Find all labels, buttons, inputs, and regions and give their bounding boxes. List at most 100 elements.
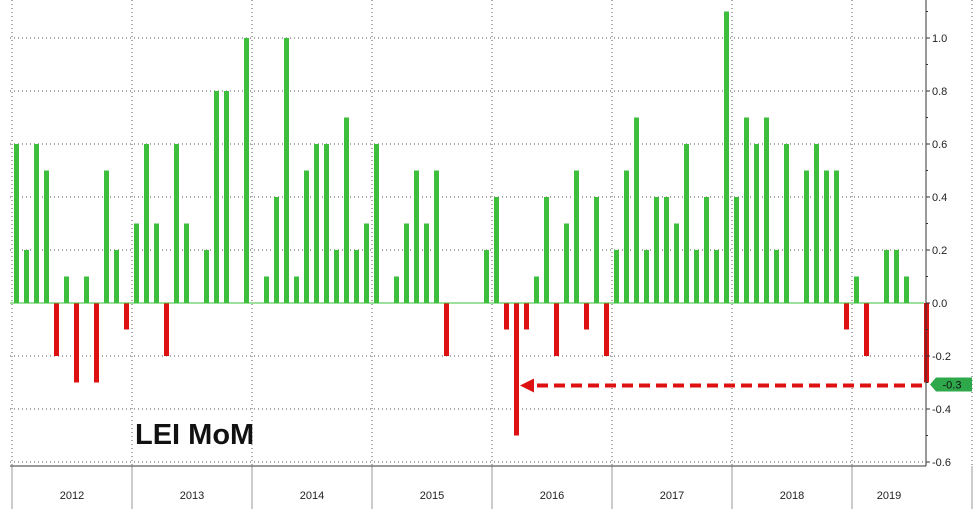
- bar: [494, 197, 499, 303]
- y-tick-label: 0.8: [932, 86, 947, 98]
- bar: [414, 170, 419, 303]
- bar-series: [14, 11, 929, 436]
- bar: [44, 170, 49, 303]
- x-tick-label: 2012: [60, 490, 84, 502]
- bar: [444, 303, 449, 356]
- bar: [144, 144, 149, 303]
- bar: [524, 303, 529, 330]
- bar: [714, 250, 719, 303]
- bar: [374, 144, 379, 303]
- bar: [854, 276, 859, 303]
- bar: [364, 223, 369, 303]
- bar: [274, 197, 279, 303]
- bar: [594, 197, 599, 303]
- annotation-layer: -0.3: [520, 377, 972, 393]
- bar: [544, 197, 549, 303]
- x-tick-label: 2017: [660, 490, 684, 502]
- bar: [834, 170, 839, 303]
- bar: [114, 250, 119, 303]
- bar: [804, 170, 809, 303]
- bar: [394, 276, 399, 303]
- bar: [264, 276, 269, 303]
- bar: [774, 250, 779, 303]
- bar: [104, 170, 109, 303]
- x-tick-label: 2018: [780, 490, 804, 502]
- x-tick-label: 2013: [180, 490, 204, 502]
- y-tick-label: 1.0: [932, 33, 947, 45]
- bar: [634, 117, 639, 303]
- bar: [904, 276, 909, 303]
- y-tick-label: 0.6: [932, 139, 947, 151]
- y-tick-label: -0.4: [932, 404, 951, 416]
- bar: [404, 223, 409, 303]
- bar: [14, 144, 19, 303]
- bar: [704, 197, 709, 303]
- annotation-arrowhead: [520, 378, 534, 393]
- bar: [244, 38, 249, 303]
- bar: [754, 144, 759, 303]
- bar: [564, 223, 569, 303]
- bar: [784, 144, 789, 303]
- bar: [554, 303, 559, 356]
- bar: [584, 303, 589, 330]
- bar: [614, 250, 619, 303]
- last-value-label: -0.3: [943, 380, 962, 392]
- y-tick-label: 0.0: [932, 298, 947, 310]
- bar: [154, 223, 159, 303]
- bar: [664, 197, 669, 303]
- bar: [284, 38, 289, 303]
- bar: [694, 250, 699, 303]
- bar: [624, 170, 629, 303]
- bar: [214, 91, 219, 303]
- chart-title: LEI MoM: [135, 419, 254, 451]
- x-tick-label: 2014: [300, 490, 324, 502]
- y-tick-label: -0.2: [932, 351, 951, 363]
- x-tick-label: 2016: [540, 490, 564, 502]
- bar: [724, 11, 729, 303]
- bar: [124, 303, 129, 330]
- bar: [884, 250, 889, 303]
- bar: [294, 276, 299, 303]
- bar: [764, 117, 769, 303]
- bar: [514, 303, 519, 436]
- bar: [734, 197, 739, 303]
- bar: [334, 250, 339, 303]
- bar: [744, 117, 749, 303]
- bar: [174, 144, 179, 303]
- bar: [654, 197, 659, 303]
- bar: [354, 250, 359, 303]
- bar: [304, 170, 309, 303]
- bar: [644, 250, 649, 303]
- bar: [134, 223, 139, 303]
- bar: [164, 303, 169, 356]
- x-tick-label: 2019: [877, 490, 901, 502]
- bar: [434, 170, 439, 303]
- bar: [34, 144, 39, 303]
- bar: [864, 303, 869, 356]
- bar: [674, 223, 679, 303]
- bar: [604, 303, 609, 356]
- bar: [74, 303, 79, 383]
- bar: [54, 303, 59, 356]
- bar: [344, 117, 349, 303]
- bar: [684, 144, 689, 303]
- bar: [504, 303, 509, 330]
- bar: [324, 144, 329, 303]
- bar: [844, 303, 849, 330]
- bar: [64, 276, 69, 303]
- x-tick-label: 2015: [420, 490, 444, 502]
- bar: [224, 91, 229, 303]
- y-tick-label: -0.6: [932, 457, 951, 469]
- bar: [184, 223, 189, 303]
- bar: [94, 303, 99, 383]
- bar: [24, 250, 29, 303]
- bar: [534, 276, 539, 303]
- bar: [814, 144, 819, 303]
- y-tick-label: 0.2: [932, 245, 947, 257]
- last-value-badge: [930, 377, 972, 392]
- axes: 1.0 0.8 0.6 0.4 0.2 0.0 -0.2 -0.4 -0.6 2012 2013 20…: [10, 0, 973, 509]
- bar: [204, 250, 209, 303]
- bar: [824, 170, 829, 303]
- bar: [314, 144, 319, 303]
